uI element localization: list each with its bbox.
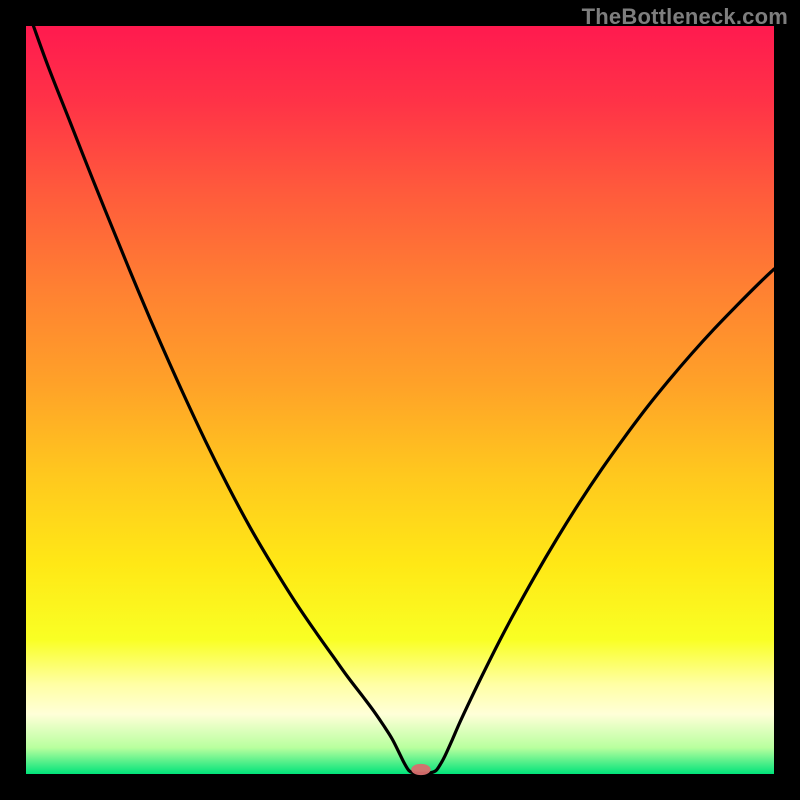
plot-background: [26, 26, 774, 774]
optimal-point-marker: [411, 764, 430, 775]
watermark-text: TheBottleneck.com: [582, 4, 788, 30]
